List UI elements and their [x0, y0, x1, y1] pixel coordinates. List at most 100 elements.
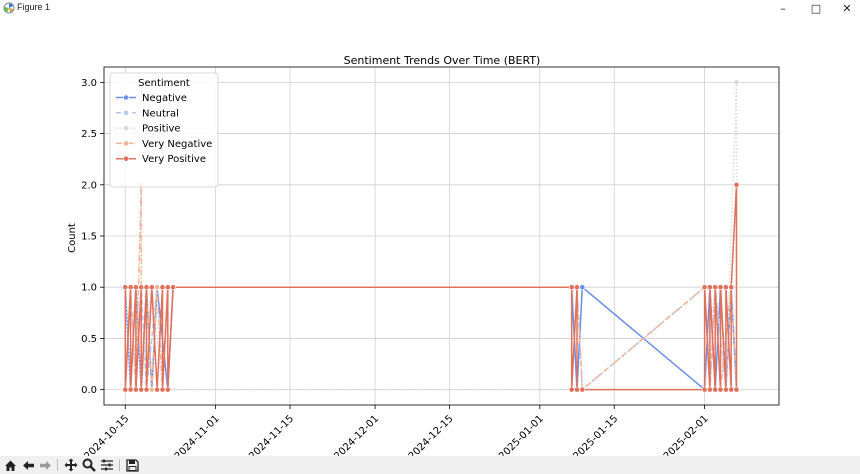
data-point — [143, 386, 150, 393]
back-icon — [22, 460, 34, 470]
legend: Sentiment Negative Neutral Positive Very Neg… — [109, 72, 219, 188]
data-point — [712, 284, 719, 291]
maximize-icon: □ — [810, 1, 822, 15]
legend-label: Very Positive — [142, 154, 206, 165]
y-tick-label: 0.5 — [81, 334, 97, 345]
window-titlebar: Figure 1 – □ ✕ — [0, 0, 860, 16]
legend-swatch-marker — [123, 155, 129, 162]
data-point — [132, 386, 139, 393]
toolbar-separator — [119, 459, 120, 471]
legend-swatch-marker — [123, 140, 129, 147]
configure-subplots-icon — [101, 459, 113, 471]
data-point — [733, 181, 740, 188]
data-point — [568, 386, 575, 393]
x-tick-label: 2025-01-15 — [571, 413, 620, 456]
data-point — [733, 386, 740, 393]
navigation-toolbar — [0, 456, 860, 474]
data-point — [733, 79, 740, 86]
data-point — [122, 386, 129, 393]
data-point — [579, 386, 586, 393]
data-point — [164, 386, 171, 393]
home-icon — [4, 460, 16, 471]
toolbar-separator — [57, 459, 58, 471]
x-tick-label: 2024-12-15 — [407, 413, 456, 456]
data-point — [122, 284, 129, 291]
chart-title: Sentiment Trends Over Time (BERT) — [344, 54, 541, 67]
legend-swatch-marker — [123, 94, 129, 101]
data-point — [717, 284, 724, 291]
x-tick-label: 2024-12-01 — [332, 413, 381, 456]
data-point — [574, 386, 580, 393]
y-tick-label: 1.5 — [81, 232, 97, 243]
x-tick-label: 2025-01-01 — [497, 413, 546, 456]
legend-label: Neutral — [142, 108, 179, 119]
data-point — [170, 284, 176, 291]
series-line — [124, 82, 738, 391]
series-line — [124, 184, 738, 391]
data-point — [723, 284, 729, 291]
figure-canvas[interactable]: Sentiment Trends Over Time (BERT) Count … — [0, 18, 860, 462]
x-tick-label: 2024-10-15 — [83, 413, 132, 456]
data-point — [138, 386, 145, 393]
minimize-button[interactable]: – — [766, 0, 800, 16]
home-button[interactable] — [2, 457, 18, 473]
data-point — [574, 284, 580, 291]
data-point — [728, 284, 735, 291]
pan-button[interactable] — [63, 457, 79, 473]
data-point — [568, 284, 575, 291]
y-axis-label: Count — [67, 223, 78, 253]
data-point — [138, 284, 145, 291]
y-tick-label: 2.5 — [81, 129, 97, 140]
save-icon — [125, 458, 139, 472]
close-icon: ✕ — [842, 1, 852, 15]
data-point — [154, 386, 160, 393]
back-button[interactable] — [20, 457, 36, 473]
data-point — [154, 284, 160, 291]
data-series — [122, 79, 740, 393]
y-tick-label: 2.0 — [81, 180, 97, 191]
legend-swatch-marker — [123, 109, 129, 116]
y-tick-label: 1.0 — [81, 283, 97, 294]
maximize-button[interactable]: □ — [799, 0, 833, 16]
zoom-icon — [82, 458, 96, 472]
chart: Sentiment Trends Over Time (BERT) Count … — [67, 54, 780, 462]
data-point — [707, 284, 713, 291]
data-point — [723, 386, 729, 393]
data-point — [707, 386, 713, 393]
data-point — [164, 284, 171, 291]
data-point — [701, 284, 708, 291]
y-tick-label: 3.0 — [81, 78, 97, 89]
close-button[interactable]: ✕ — [830, 0, 860, 16]
pan-icon — [64, 458, 78, 472]
save-button[interactable] — [124, 457, 140, 473]
minimize-icon: – — [780, 1, 786, 15]
data-point — [127, 386, 134, 393]
configure-subplots-button[interactable] — [99, 457, 115, 473]
data-point — [127, 284, 134, 291]
data-point — [132, 284, 139, 291]
zoom-button[interactable] — [81, 457, 97, 473]
data-point — [701, 386, 708, 393]
legend-title: Sentiment — [138, 78, 190, 89]
data-point — [143, 284, 150, 291]
legend-label: Positive — [142, 124, 181, 135]
y-tick-label: 0.0 — [81, 385, 97, 396]
data-point — [159, 386, 166, 393]
legend-label: Negative — [142, 93, 187, 104]
data-point — [717, 386, 724, 393]
series-very-positive — [122, 181, 740, 393]
forward-icon — [39, 460, 51, 470]
data-point — [159, 284, 166, 291]
x-tick-label: 2025-02-01 — [662, 413, 711, 456]
forward-button[interactable] — [37, 457, 53, 473]
legend-box — [109, 72, 219, 188]
data-point — [712, 386, 719, 393]
x-tick-label: 2024-11-15 — [247, 413, 296, 456]
legend-swatch-marker — [123, 125, 129, 131]
data-point — [728, 386, 735, 393]
data-point — [148, 284, 155, 291]
window-title: Figure 1 — [17, 2, 51, 12]
matplotlib-app-icon — [3, 2, 15, 14]
data-point — [148, 386, 155, 393]
legend-label: Very Negative — [142, 139, 212, 150]
